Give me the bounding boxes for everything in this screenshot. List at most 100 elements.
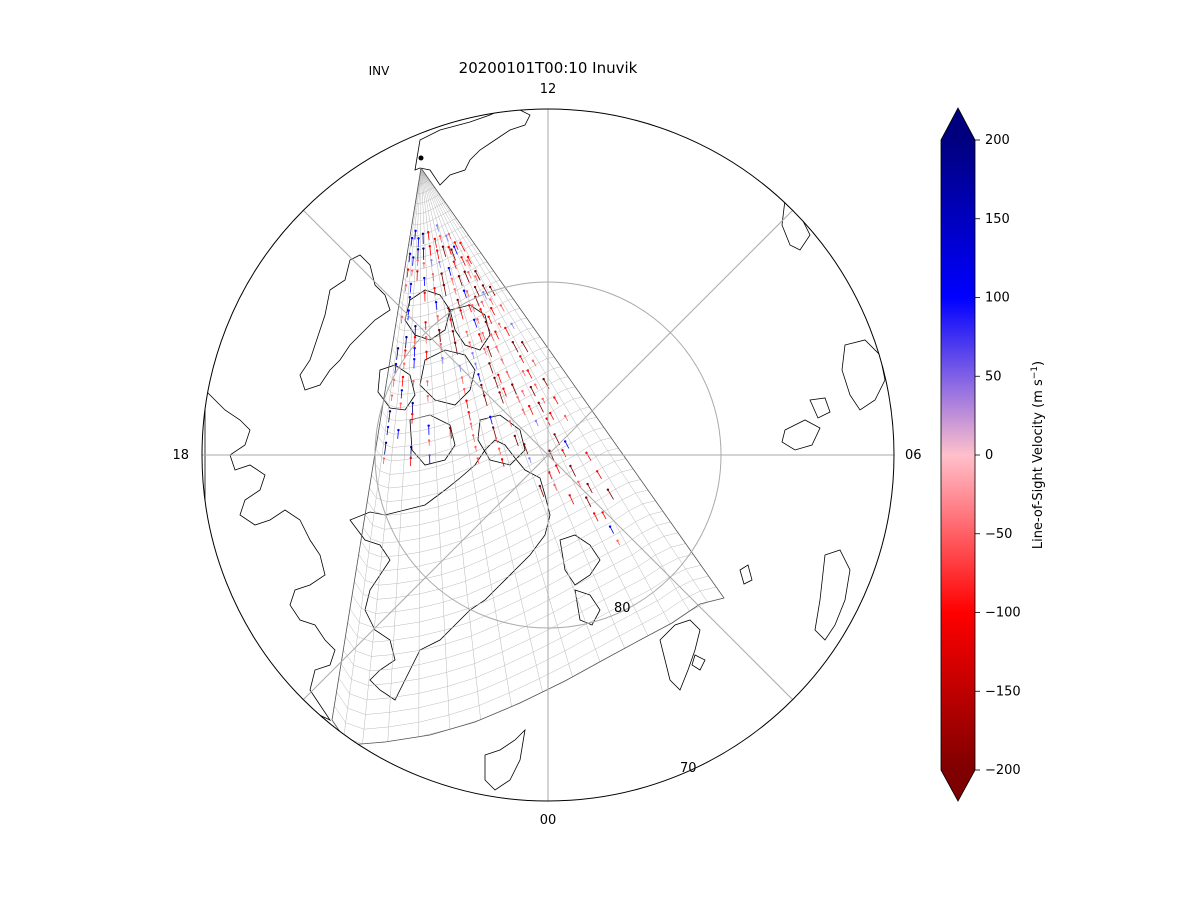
velocity-point	[414, 325, 417, 328]
velocity-vector	[487, 346, 492, 358]
velocity-point	[508, 420, 511, 423]
velocity-point	[519, 355, 522, 358]
velocity-vector	[394, 364, 397, 374]
velocity-point	[495, 345, 498, 349]
velocity-vector	[400, 390, 403, 399]
velocity-point	[404, 349, 407, 352]
fov-range-arc	[419, 173, 425, 176]
velocity-point	[422, 247, 425, 250]
colorbar-tick-label: −100	[985, 606, 1021, 621]
velocity-vector	[570, 465, 576, 477]
velocity-point	[474, 362, 477, 365]
coastline-east-4	[809, 397, 831, 419]
velocity-vector	[412, 257, 414, 266]
velocity-point	[472, 434, 475, 437]
velocity-point	[453, 341, 457, 345]
velocity-point	[412, 256, 415, 259]
coastline-southeast-3	[691, 654, 706, 671]
velocity-point	[423, 276, 426, 280]
velocity-vector	[504, 327, 510, 337]
colorbar-ticks: 200 150 100 50 0 −50 −100 −150 −200	[975, 133, 1021, 778]
coastline-island-4	[377, 364, 416, 411]
velocity-point	[466, 259, 469, 262]
radar-field-of-view	[331, 167, 725, 746]
fov-range-arc	[387, 327, 534, 382]
velocity-point	[553, 483, 556, 487]
velocity-point	[504, 326, 507, 330]
velocity-point	[441, 356, 444, 360]
velocity-point	[412, 379, 415, 383]
velocity-point	[404, 284, 408, 287]
velocity-vector	[454, 342, 458, 355]
velocity-point	[555, 464, 558, 467]
velocity-point	[413, 336, 417, 339]
velocity-point	[534, 419, 538, 423]
velocity-point	[488, 285, 492, 289]
fov-range-arc	[358, 468, 634, 572]
velocity-point	[422, 262, 426, 265]
map-grid	[202, 109, 894, 801]
velocity-vector	[467, 256, 472, 265]
velocity-vector	[404, 350, 406, 359]
fov-range-arc	[399, 270, 494, 307]
colorbar-tick-label: −50	[985, 527, 1012, 542]
velocity-point	[490, 306, 493, 310]
velocity-vector	[461, 257, 466, 266]
velocity-point	[568, 494, 571, 497]
velocity-point	[474, 275, 477, 278]
velocity-vector	[468, 412, 471, 421]
velocity-point	[545, 417, 548, 420]
fov-range-arc	[338, 564, 701, 701]
velocity-point	[408, 252, 412, 256]
coastline-greenland-north	[414, 109, 531, 186]
velocity-point	[397, 428, 400, 432]
fov-range-arc	[410, 218, 457, 237]
velocity-vector	[562, 450, 567, 458]
velocity-vector	[607, 489, 614, 500]
velocity-vector	[453, 246, 458, 255]
velocity-point	[601, 511, 604, 514]
colorbar-extend-bottom	[941, 770, 975, 801]
coastline-east-2	[841, 339, 886, 411]
velocity-vector	[442, 246, 447, 257]
velocity-point	[447, 266, 451, 270]
velocity-point	[413, 357, 416, 361]
fov-range-arc	[360, 458, 626, 558]
velocity-vector	[478, 374, 481, 382]
velocity-point	[436, 314, 439, 318]
velocity-vector	[549, 412, 555, 420]
velocity-point	[440, 272, 443, 275]
velocity-vector	[554, 434, 561, 446]
velocity-point	[465, 399, 468, 402]
velocity-point	[452, 260, 456, 263]
velocity-vector	[482, 285, 489, 296]
fov-range-arc	[356, 479, 641, 586]
velocity-point	[459, 241, 462, 245]
latitude-circle-80	[374, 281, 722, 629]
velocity-point	[534, 383, 537, 386]
latitude-label-80: 80	[614, 601, 631, 616]
velocity-point	[453, 241, 456, 244]
map-boundary	[201, 108, 895, 802]
velocity-point	[541, 397, 544, 401]
velocity-point	[450, 277, 453, 280]
fov-range-arc	[415, 194, 440, 204]
velocity-vector	[435, 302, 438, 310]
velocity-point	[427, 231, 430, 234]
velocity-point	[424, 335, 428, 339]
velocity-vector	[489, 416, 493, 425]
velocity-point	[538, 484, 542, 488]
fov-beam-line	[362, 167, 422, 744]
coastline-south-3	[574, 589, 601, 626]
fov-range-arc	[351, 500, 656, 614]
hour-label-bottom: 00	[540, 813, 557, 828]
velocity-point	[526, 369, 529, 372]
velocity-vector	[478, 334, 483, 343]
velocity-vector	[460, 242, 466, 252]
hour-label-right: 06	[905, 448, 922, 463]
colorbar-tick-label: 150	[985, 212, 1010, 227]
velocity-vector	[457, 299, 461, 310]
velocity-point	[447, 307, 450, 310]
velocity-vector	[448, 308, 451, 320]
velocity-point	[487, 315, 490, 318]
